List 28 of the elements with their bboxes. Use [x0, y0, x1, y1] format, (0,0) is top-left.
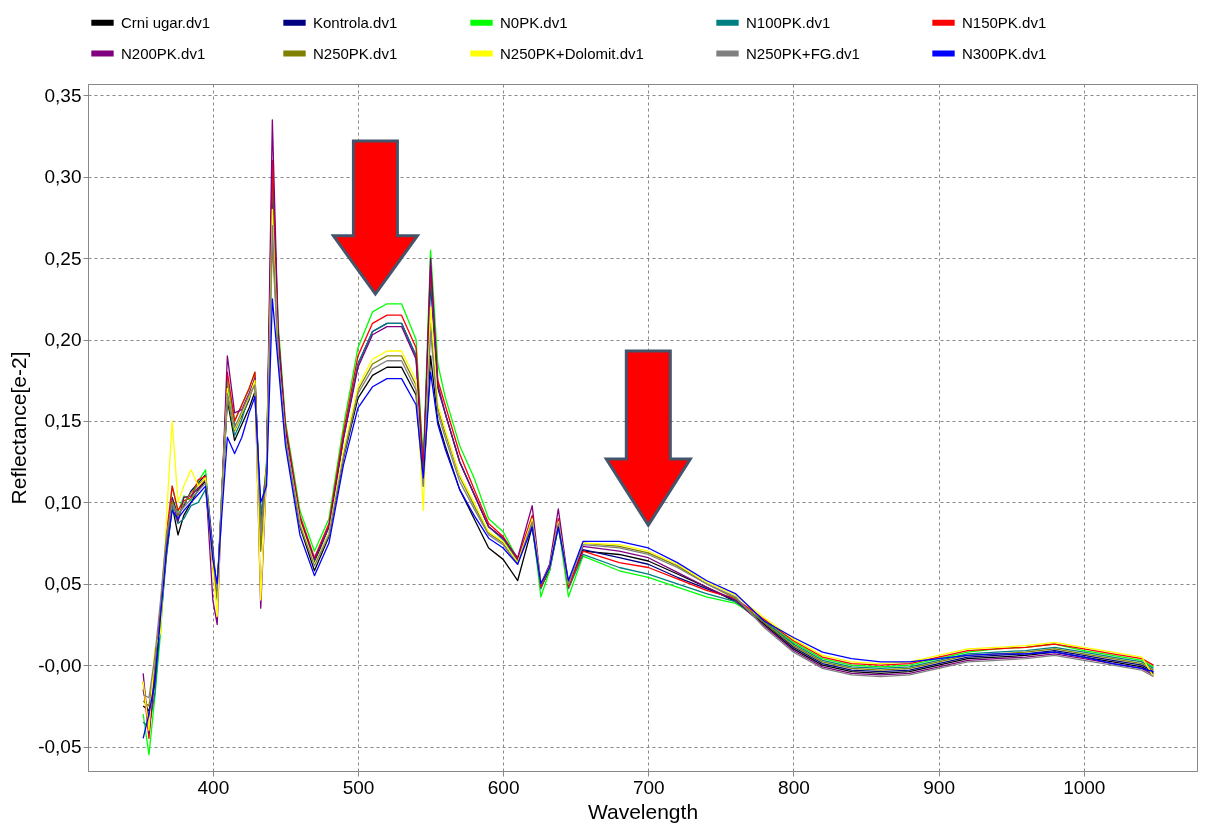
- x-tick-label: 500: [342, 776, 375, 798]
- y-axis-title: Reflectance[e-2]: [7, 351, 31, 505]
- x-axis-title: Wavelength: [587, 799, 699, 823]
- legend-label: Kontrola.dv1: [313, 13, 398, 31]
- legend-label: N250PK+Dolomit.dv1: [500, 44, 644, 62]
- legend-label: N250PK.dv1: [313, 44, 398, 62]
- x-tick-label: 900: [923, 776, 955, 798]
- y-tick-label: 0,25: [44, 247, 82, 269]
- legend-label: N150PK.dv1: [962, 13, 1047, 31]
- x-tick-label: 1000: [1063, 776, 1106, 798]
- y-tick-label: 0,20: [44, 329, 82, 351]
- y-tick-label: 0,05: [44, 573, 82, 595]
- legend-label: N300PK.dv1: [962, 44, 1047, 62]
- y-tick-label: 0,30: [44, 166, 82, 188]
- x-tick-label: 600: [487, 776, 520, 798]
- x-tick-label: 700: [632, 776, 665, 798]
- x-tick-label: 800: [778, 776, 810, 798]
- x-tick-label: 400: [197, 776, 230, 798]
- y-tick-label: 0,10: [44, 491, 82, 513]
- legend-label: N0PK.dv1: [500, 13, 568, 31]
- y-tick-label: -0,05: [38, 736, 82, 758]
- legend-label: N100PK.dv1: [746, 13, 831, 31]
- legend-label: N250PK+FG.dv1: [746, 44, 860, 62]
- y-tick-label: 0,35: [44, 84, 82, 106]
- legend-label: N200PK.dv1: [121, 44, 206, 62]
- y-tick-label: 0,15: [44, 410, 82, 432]
- legend-label: Crni ugar.dv1: [121, 13, 211, 31]
- y-tick-label: -0,00: [38, 654, 82, 676]
